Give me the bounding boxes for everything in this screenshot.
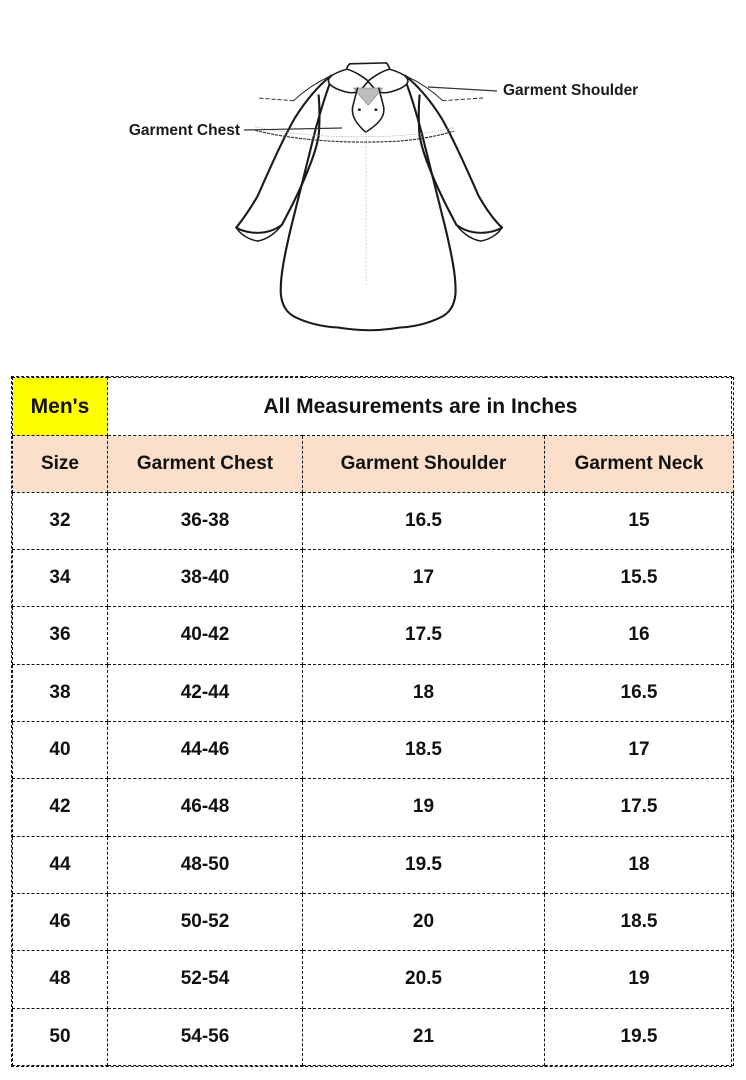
svg-text:Garment Shoulder: Garment Shoulder xyxy=(503,82,638,99)
svg-text:Garment Chest: Garment Chest xyxy=(129,122,240,139)
